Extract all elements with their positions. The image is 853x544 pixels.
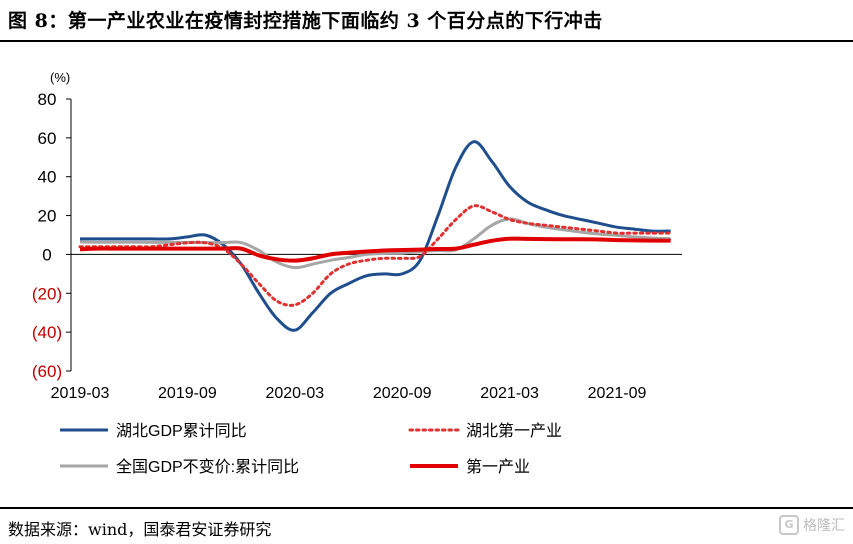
legend-label: 第一产业 [466,458,530,476]
chart-axes: (%) 80 60 40 20 0 (20) (40) (60) 2019-03 2019-09 20… [32,70,682,402]
x-tick-label: 2021-03 [480,385,539,402]
x-tick-label: 2019-03 [51,385,110,402]
y-tick-label: 60 [38,129,57,148]
x-tick-label: 2020-09 [373,385,432,402]
line-chart: (%) 80 60 40 20 0 (20) (40) (60) 2019-03 2019-09 20… [0,0,853,505]
chart-lines [80,142,671,331]
y-tick-label: 40 [38,168,57,187]
legend-label: 全国GDP不变价:累计同比 [116,458,299,476]
x-tick-label: 2020-03 [265,385,324,402]
y-tick-label: (20) [32,284,62,303]
series-line [80,142,671,331]
y-tick-label: (60) [32,362,62,381]
y-tick-label: 20 [38,207,57,226]
legend-label: 湖北GDP累计同比 [116,422,247,440]
watermark-text: 格隆汇 [803,515,845,535]
y-tick-label: 0 [42,245,51,264]
y-tick-label: (40) [32,323,62,342]
source-note: 数据来源：wind，国泰君安证券研究 [8,516,271,540]
y-tick-label: 80 [38,90,57,109]
y-axis-unit-label: (%) [50,70,70,85]
x-tick-label: 2019-09 [158,385,217,402]
legend-label: 湖北第一产业 [466,422,562,440]
x-tick-label: 2021-09 [588,385,647,402]
watermark-logo-icon: G [779,515,799,535]
bottom-rule [0,507,853,509]
watermark: G 格隆汇 [779,515,845,535]
